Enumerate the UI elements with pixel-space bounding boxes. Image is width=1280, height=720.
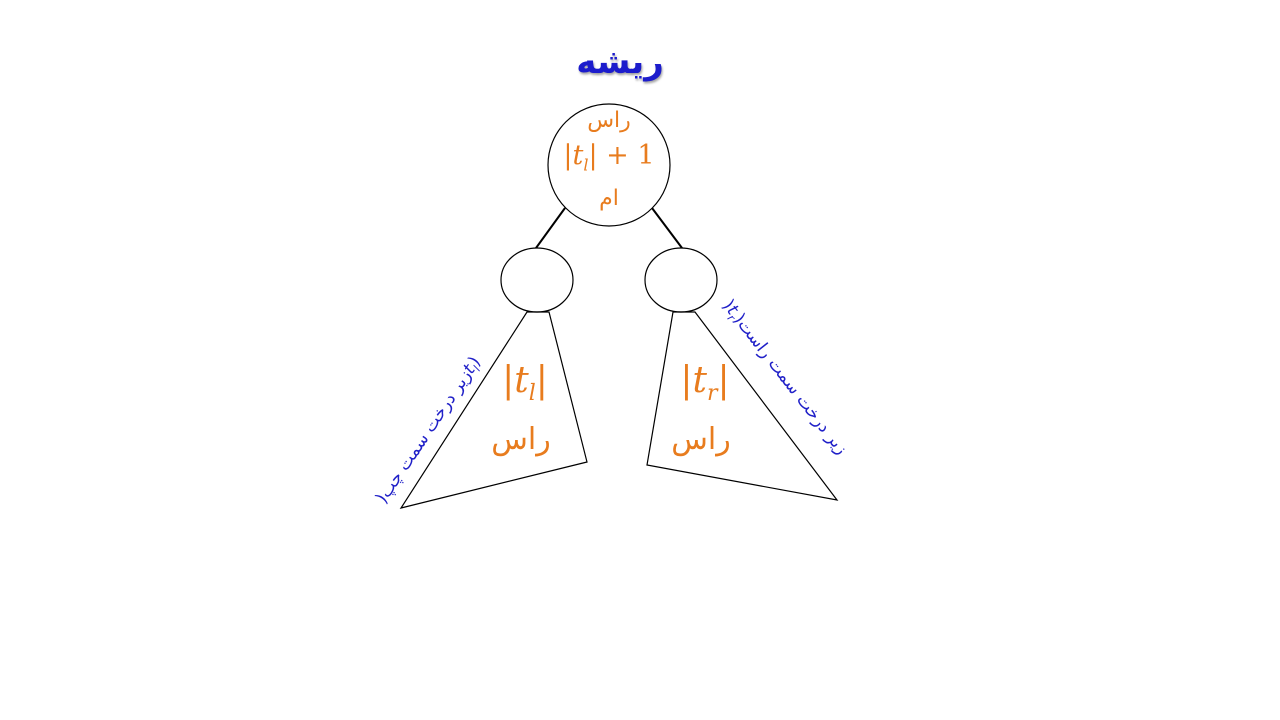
root-node-formula: |tl| + 1 [549, 140, 669, 174]
right-child-node [644, 247, 718, 313]
right-size-end: | [717, 360, 730, 401]
root-formula-rhs: | + 1 [588, 140, 655, 171]
root-formula-lhs: |t [563, 140, 584, 171]
left-child-node [500, 247, 574, 313]
right-size-main: |t [680, 360, 707, 401]
root-node [547, 103, 671, 227]
left-subtree-triangle [399, 311, 588, 509]
edge-root-left [535, 207, 566, 249]
root-node-bottom-text: ام [599, 186, 619, 211]
right-size-sub: r [706, 381, 718, 407]
edge-root-right [651, 207, 683, 249]
left-subtree-size: |tl| [470, 360, 580, 406]
root-node-top-text: راس [587, 108, 631, 133]
left-subtree-unit: راس [491, 422, 551, 457]
right-subtree-unit: راس [671, 422, 731, 457]
root-title: ریشه [576, 42, 664, 82]
left-size-main: |t [502, 360, 529, 401]
left-size-sub: l [528, 381, 536, 407]
right-subtree-size: |tr| [650, 360, 760, 406]
left-size-end: | [535, 360, 548, 401]
right-subtree-triangle [646, 311, 839, 501]
root-formula-sub: l [583, 155, 589, 175]
